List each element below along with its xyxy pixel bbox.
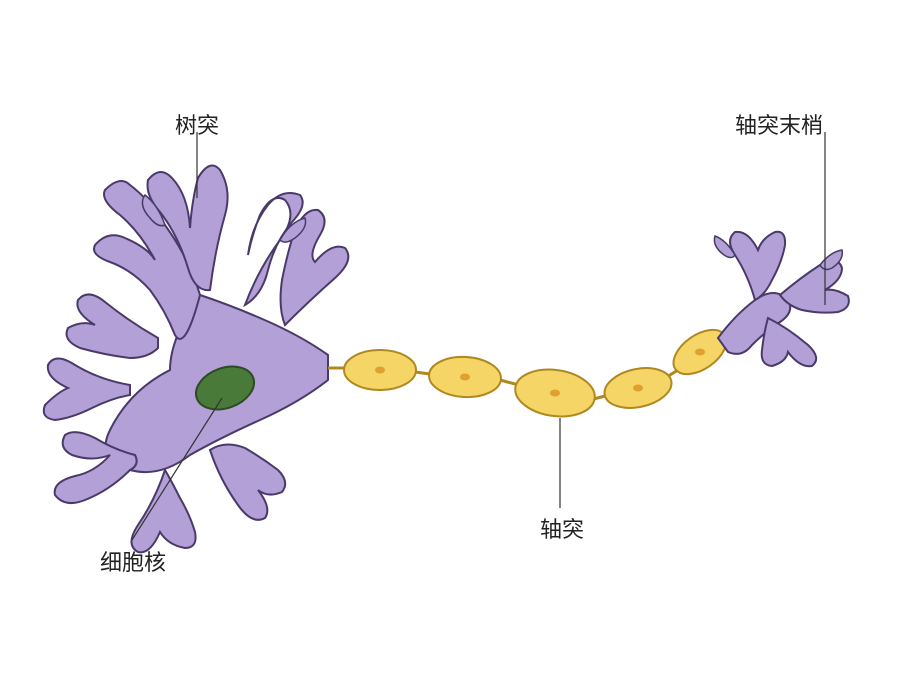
dendrite-branch-8	[44, 359, 130, 421]
terminal-branch-2	[780, 261, 849, 313]
label-nucleus: 细胞核	[100, 545, 166, 577]
axon-group	[328, 321, 734, 421]
dendrite-branch-9	[67, 294, 159, 358]
cell-body-group	[44, 166, 349, 553]
node-dot-1	[375, 367, 385, 374]
neuron-diagram	[0, 0, 920, 690]
dendrite-branch-6	[132, 470, 196, 552]
terminal-branch-1	[730, 232, 785, 300]
node-dot-3	[550, 390, 560, 397]
label-axon: 轴突	[540, 512, 584, 544]
axon-terminal-group	[714, 232, 848, 366]
label-dendrite: 树突	[175, 108, 219, 140]
node-dot-4	[633, 385, 643, 392]
node-dot-2	[460, 374, 470, 381]
dendrite-branch-7	[210, 444, 285, 519]
node-dot-5	[695, 349, 705, 356]
label-axon-terminal: 轴突末梢	[735, 108, 823, 140]
terminal-branch-3	[762, 318, 816, 366]
